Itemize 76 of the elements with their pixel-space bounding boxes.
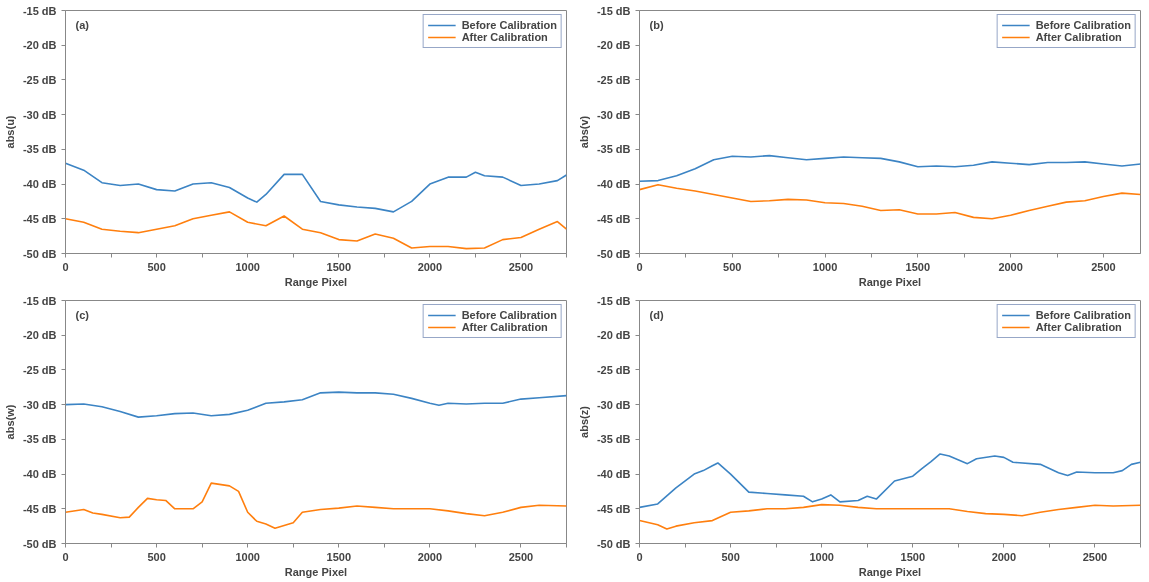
y-tick-label: -20 dB — [22, 39, 57, 52]
y-tick-label: -45 dB — [22, 502, 57, 515]
y-tick-label: -40 dB — [22, 178, 57, 191]
text: (d) — [649, 308, 664, 321]
y-tick-label: -20 dB — [22, 329, 57, 342]
y-tick-label: -50 dB — [596, 537, 631, 550]
x-axis-title: Range Pixel — [284, 565, 348, 578]
y-tick-label: -25 dB — [596, 73, 631, 86]
y-tick-label: -15 dB — [22, 294, 57, 307]
y-tick-label: -20 dB — [596, 39, 631, 52]
y-tick-label: -30 dB — [22, 108, 57, 121]
x-tick-label: 1000 — [235, 260, 260, 273]
y-axis-title: abs(v) — [577, 115, 590, 149]
legend-label: Before Calibration — [1035, 19, 1131, 31]
legend-label: After Calibration — [1035, 321, 1122, 333]
y-tick-label: -35 dB — [596, 433, 631, 446]
x-tick-label: 500 — [723, 260, 742, 273]
x-tick-label: 1000 — [812, 260, 838, 273]
x-tick-label: 2500 — [1082, 550, 1108, 563]
y-tick-label: -50 dB — [596, 247, 631, 260]
legend-label: Before Calibration — [461, 309, 557, 321]
x-tick-label: 1500 — [900, 550, 926, 563]
y-tick-label: -40 dB — [596, 468, 631, 481]
y-tick-label: -30 dB — [596, 108, 631, 121]
x-tick-label: 0 — [62, 550, 69, 563]
x-tick-label: 2000 — [998, 260, 1023, 273]
y-axis-title: abs(w) — [3, 404, 16, 440]
x-tick-label: 0 — [636, 550, 643, 563]
legend-label: After Calibration — [461, 321, 548, 333]
x-tick-label: 2000 — [991, 550, 1017, 563]
y-tick-label: -35 dB — [22, 433, 57, 446]
y-tick-label: -45 dB — [596, 212, 631, 225]
x-tick-label: 2500 — [508, 550, 534, 563]
x-tick-label: 2000 — [417, 260, 443, 273]
y-tick-label: -25 dB — [22, 363, 57, 376]
x-tick-label: 1000 — [235, 550, 260, 563]
y-tick-label: -25 dB — [22, 73, 57, 86]
y-tick-label: -15 dB — [22, 4, 57, 17]
x-tick-label: 1500 — [326, 260, 352, 273]
y-tick-label: -50 dB — [22, 247, 57, 260]
x-tick-label: 1000 — [809, 550, 834, 563]
y-tick-label: -45 dB — [22, 212, 57, 225]
x-tick-label: 1500 — [326, 550, 352, 563]
x-tick-label: 2500 — [508, 260, 534, 273]
y-tick-label: -35 dB — [22, 143, 57, 156]
x-tick-label: 1500 — [905, 260, 931, 273]
y-tick-label: -15 dB — [596, 4, 631, 17]
legend-label: After Calibration — [1035, 31, 1122, 43]
x-tick-label: 2500 — [1091, 260, 1116, 273]
x-axis-title: Range Pixel — [858, 275, 922, 288]
legend-label: Before Calibration — [461, 19, 557, 31]
y-tick-label: -25 dB — [596, 363, 631, 376]
text: (b) — [649, 18, 664, 31]
y-tick-label: -50 dB — [22, 537, 57, 550]
y-tick-label: -40 dB — [596, 178, 631, 191]
text: (c) — [75, 308, 90, 321]
legend-label: Before Calibration — [1035, 309, 1131, 321]
y-tick-label: -45 dB — [596, 502, 631, 515]
x-tick-label: 0 — [62, 260, 69, 273]
legend-label: After Calibration — [461, 31, 548, 43]
x-tick-label: 500 — [721, 550, 740, 563]
text: (a) — [75, 18, 90, 31]
y-tick-label: -15 dB — [596, 294, 631, 307]
y-tick-label: -20 dB — [596, 329, 631, 342]
x-axis-title: Range Pixel — [858, 565, 922, 578]
x-axis-title: Range Pixel — [284, 275, 348, 288]
y-tick-label: -30 dB — [22, 398, 57, 411]
x-tick-label: 2000 — [417, 550, 443, 563]
y-tick-label: -35 dB — [596, 143, 631, 156]
y-axis-title: abs(u) — [3, 115, 16, 149]
x-tick-label: 500 — [147, 550, 166, 563]
x-tick-label: 500 — [147, 260, 166, 273]
y-tick-label: -40 dB — [22, 468, 57, 481]
y-axis-title: abs(z) — [577, 405, 590, 438]
y-tick-label: -30 dB — [596, 398, 631, 411]
x-tick-label: 0 — [636, 260, 643, 273]
